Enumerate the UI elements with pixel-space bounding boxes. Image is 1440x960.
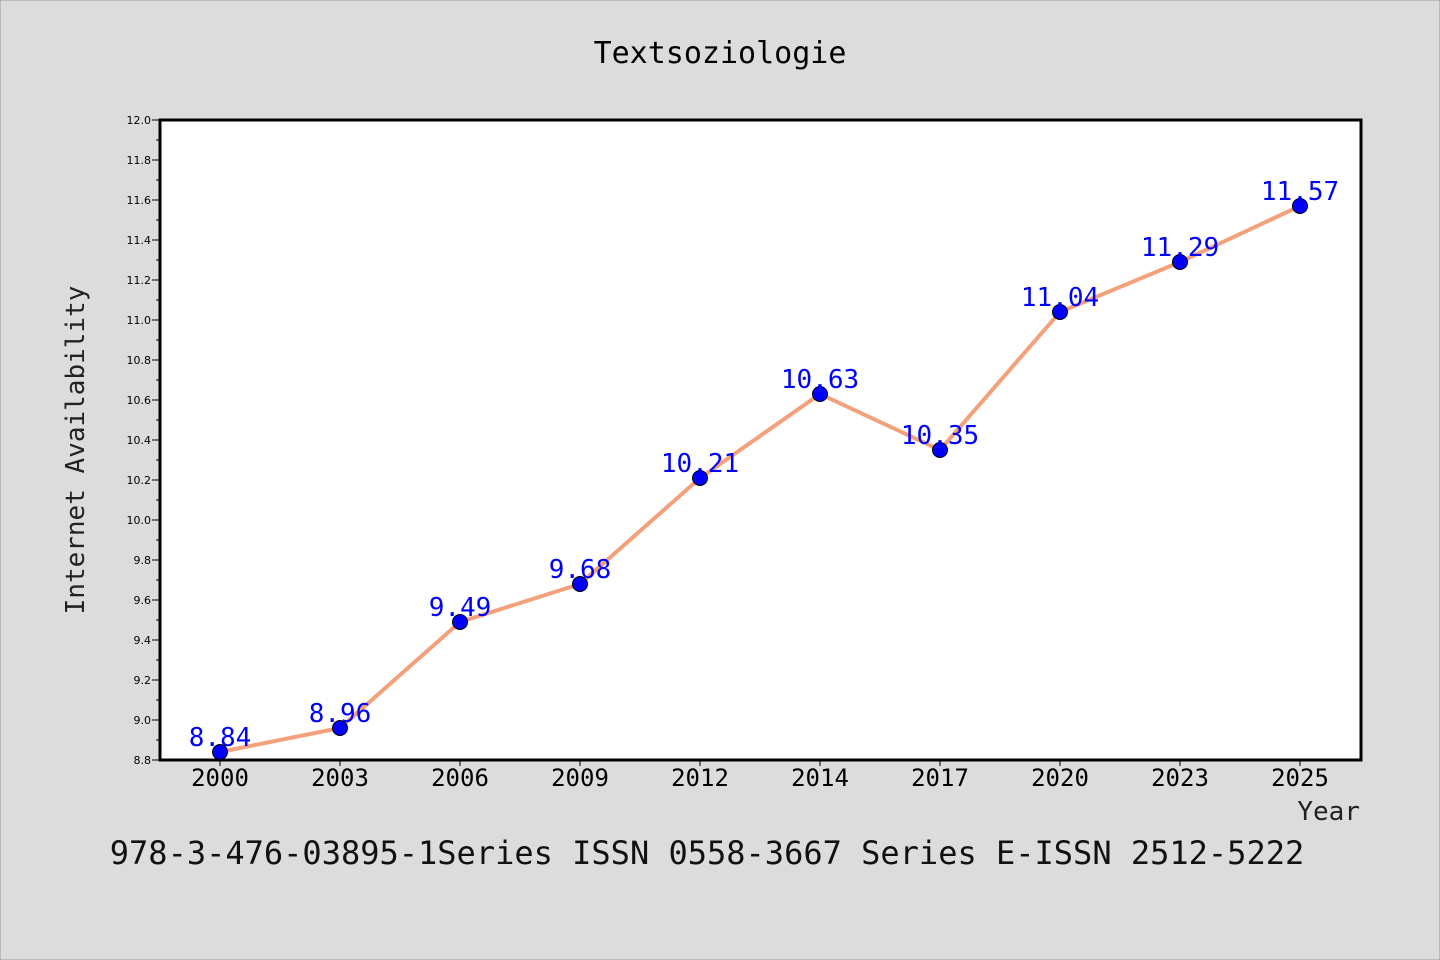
data-label: 11.04 — [1021, 283, 1099, 313]
data-point-marker — [1172, 254, 1188, 270]
data-point-marker — [452, 614, 468, 630]
x-tick-label: 2023 — [1151, 764, 1209, 792]
y-tick-label: 10.4 — [127, 434, 152, 447]
y-tick-label: 10.0 — [127, 514, 152, 527]
series-group: 8.84 8.96 9.49 9.68 10.21 10.63 10.35 11.04 11.2… — [189, 177, 1339, 760]
data-point-marker — [932, 442, 948, 458]
y-tick-label: 11.8 — [127, 154, 152, 167]
x-axis: 2000 2003 2006 2009 2012 2014 2017 2020 2023 2025 — [191, 760, 1329, 792]
data-label: 10.63 — [781, 365, 859, 395]
data-label: 11.57 — [1261, 177, 1339, 207]
y-tick-label: 11.2 — [127, 274, 152, 287]
data-point-marker — [812, 386, 828, 402]
y-tick-label: 9.8 — [134, 554, 152, 567]
data-point-marker — [572, 576, 588, 592]
footer-isbn-text: 978-3-476-03895-1Series ISSN 0558-3667 S… — [110, 834, 1304, 872]
y-tick-label: 9.4 — [134, 634, 152, 647]
y-tick-label: 11.6 — [127, 194, 152, 207]
data-label: 9.49 — [429, 593, 492, 623]
series-line — [218, 204, 1302, 754]
data-label: 8.96 — [309, 699, 372, 729]
data-label: 11.29 — [1141, 233, 1219, 263]
x-tick-label: 2000 — [191, 764, 249, 792]
data-label: 9.68 — [549, 555, 612, 585]
data-point-marker — [692, 470, 708, 486]
y-tick-label: 11.0 — [127, 314, 152, 327]
y-tick-label: 10.2 — [127, 474, 152, 487]
y-tick-label: 10.6 — [127, 394, 152, 407]
x-tick-label: 2025 — [1271, 764, 1329, 792]
data-label: 8.84 — [189, 723, 252, 753]
y-tick-label: 9.6 — [134, 594, 152, 607]
x-tick-label: 2003 — [311, 764, 369, 792]
chart-title: Textsoziologie — [594, 36, 847, 71]
x-axis-label: Year — [1297, 797, 1360, 827]
y-tick-label: 9.0 — [134, 714, 152, 727]
data-point-marker — [1292, 198, 1308, 214]
x-tick-label: 2006 — [431, 764, 489, 792]
x-tick-label: 2017 — [911, 764, 969, 792]
y-tick-label: 11.4 — [127, 234, 152, 247]
y-tick-label: 10.8 — [127, 354, 152, 367]
y-tick-label: 8.8 — [134, 754, 152, 767]
plot-area — [158, 118, 1363, 762]
y-axis-label: Internet Availability — [61, 286, 91, 615]
data-point-marker — [212, 744, 228, 760]
data-label: 10.21 — [661, 449, 739, 479]
data-point-marker — [332, 720, 348, 736]
y-axis: 8.8 9.0 9.2 9.4 9.6 9.8 10.0 10.2 10.4 10.6 10.8 11… — [127, 114, 160, 767]
x-tick-label: 2009 — [551, 764, 609, 792]
y-tick-label: 9.2 — [134, 674, 152, 687]
x-tick-label: 2020 — [1031, 764, 1089, 792]
y-tick-label: 12.0 — [127, 114, 152, 127]
x-tick-label: 2012 — [671, 764, 729, 792]
data-label: 10.35 — [901, 421, 979, 451]
x-tick-label: 2014 — [791, 764, 849, 792]
data-point-marker — [1052, 304, 1068, 320]
